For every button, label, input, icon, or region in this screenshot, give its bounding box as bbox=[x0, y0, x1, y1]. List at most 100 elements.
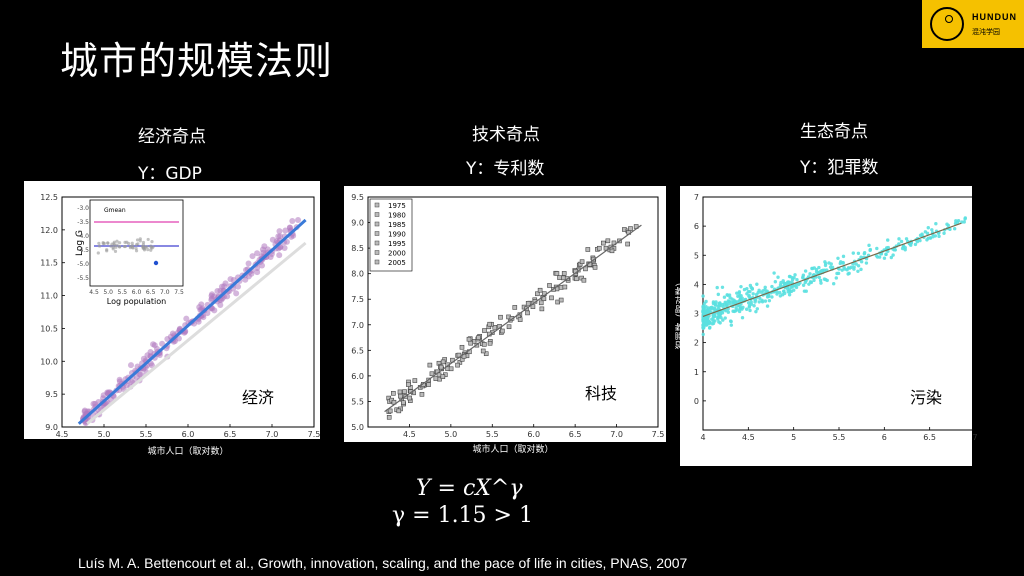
data-point bbox=[754, 309, 758, 314]
data-point bbox=[419, 392, 425, 397]
x-tick-label: 6.5 bbox=[923, 433, 936, 442]
chart-1: 4.5 5.0 5.5 6.0 6.5 7.0 7.5 9.0 9.5 10.0 10.5 11.0 1… bbox=[24, 181, 320, 439]
data-point bbox=[144, 352, 151, 359]
panel-2-heading: 技术奇点 bbox=[472, 125, 540, 145]
data-point bbox=[440, 374, 446, 379]
data-point bbox=[735, 291, 739, 295]
x-tick-label: 4 bbox=[700, 433, 705, 442]
inset-point bbox=[146, 237, 150, 242]
data-point bbox=[793, 273, 797, 277]
data-point bbox=[579, 259, 585, 265]
chart-1-overlay-label: 经济 bbox=[242, 388, 274, 407]
data-point bbox=[904, 237, 909, 241]
data-point bbox=[726, 293, 730, 297]
data-point bbox=[778, 290, 782, 295]
data-point bbox=[716, 292, 721, 297]
data-point bbox=[859, 255, 863, 259]
y-tick-label: 7 bbox=[694, 193, 699, 202]
data-point bbox=[127, 362, 134, 369]
data-point bbox=[254, 269, 261, 276]
data-point bbox=[249, 253, 256, 260]
data-point bbox=[726, 310, 731, 314]
data-point bbox=[583, 266, 588, 272]
data-point bbox=[539, 306, 545, 312]
data-point bbox=[702, 325, 706, 330]
data-point bbox=[468, 340, 474, 346]
data-point bbox=[819, 268, 824, 273]
data-point bbox=[722, 302, 727, 306]
inset-point bbox=[118, 241, 122, 245]
data-point bbox=[773, 280, 778, 284]
data-point bbox=[483, 351, 489, 357]
data-point bbox=[817, 275, 821, 280]
inset-point bbox=[111, 245, 115, 249]
data-point bbox=[741, 305, 745, 310]
data-point bbox=[732, 309, 737, 314]
x-tick-label: 4.5 bbox=[56, 430, 69, 439]
data-point bbox=[557, 275, 562, 280]
data-point bbox=[867, 243, 871, 248]
data-point bbox=[782, 281, 786, 285]
inset-point bbox=[134, 246, 138, 251]
data-point bbox=[963, 217, 967, 221]
data-point bbox=[770, 295, 774, 299]
chart-3-background bbox=[680, 186, 972, 466]
inset-x-tick: 7.0 bbox=[160, 289, 170, 296]
data-point bbox=[397, 389, 403, 395]
y-tick-label: 4 bbox=[694, 280, 699, 289]
y-tick-label: 5.0 bbox=[351, 423, 364, 432]
data-point bbox=[525, 310, 530, 316]
data-point bbox=[398, 393, 403, 399]
legend-entry: 2000 bbox=[388, 250, 406, 258]
data-point bbox=[412, 378, 418, 383]
data-point bbox=[854, 262, 858, 266]
legend-entry: 2005 bbox=[388, 259, 406, 267]
legend-marker bbox=[374, 259, 380, 265]
data-point bbox=[877, 255, 882, 259]
data-point bbox=[282, 227, 289, 234]
data-point bbox=[851, 251, 855, 255]
data-point bbox=[295, 217, 302, 224]
fit-line-1 bbox=[384, 224, 642, 413]
data-point bbox=[818, 278, 823, 283]
inset-point bbox=[149, 244, 153, 248]
data-point bbox=[581, 277, 587, 283]
chart-3-xlabel: 城市人口（取对数） bbox=[798, 452, 879, 464]
data-point bbox=[407, 395, 412, 401]
x-tick-label: 7 bbox=[972, 433, 977, 442]
data-point bbox=[476, 335, 481, 340]
inset-point bbox=[135, 238, 140, 242]
legend-marker bbox=[374, 240, 380, 246]
logo-circle-icon bbox=[930, 7, 964, 41]
data-point bbox=[770, 284, 774, 289]
chart-1-ylabel: GDP（取对数） bbox=[25, 280, 37, 344]
inset-point bbox=[134, 243, 139, 247]
data-point bbox=[224, 293, 231, 300]
data-point bbox=[148, 362, 155, 369]
inset-x-tick: 7.5 bbox=[174, 289, 184, 296]
inset-point bbox=[125, 240, 129, 244]
formula-gamma: γ = 1.15 > 1 bbox=[392, 503, 533, 528]
inset-y-tick: -3.5 bbox=[77, 219, 89, 226]
inset-point bbox=[113, 249, 118, 253]
y-tick-label: 0 bbox=[694, 397, 699, 406]
inset-point bbox=[123, 244, 127, 249]
data-point bbox=[767, 298, 772, 303]
data-point bbox=[788, 274, 792, 279]
data-point bbox=[254, 250, 261, 257]
data-point bbox=[823, 277, 828, 282]
data-point bbox=[740, 316, 745, 320]
chart-3-ylabel: 犯罪数（取对数） bbox=[674, 277, 686, 349]
data-point bbox=[812, 278, 816, 283]
data-point bbox=[852, 267, 856, 271]
x-tick-label: 6.5 bbox=[224, 430, 237, 439]
x-tick-label: 7.0 bbox=[610, 430, 623, 439]
data-point bbox=[233, 290, 240, 297]
data-point bbox=[882, 256, 887, 260]
data-point bbox=[708, 306, 712, 311]
y-tick-label: 5.5 bbox=[351, 397, 364, 406]
data-point bbox=[402, 389, 407, 394]
data-point bbox=[788, 288, 792, 292]
panel-1-heading: 经济奇点 bbox=[138, 127, 206, 147]
data-point bbox=[909, 243, 913, 247]
